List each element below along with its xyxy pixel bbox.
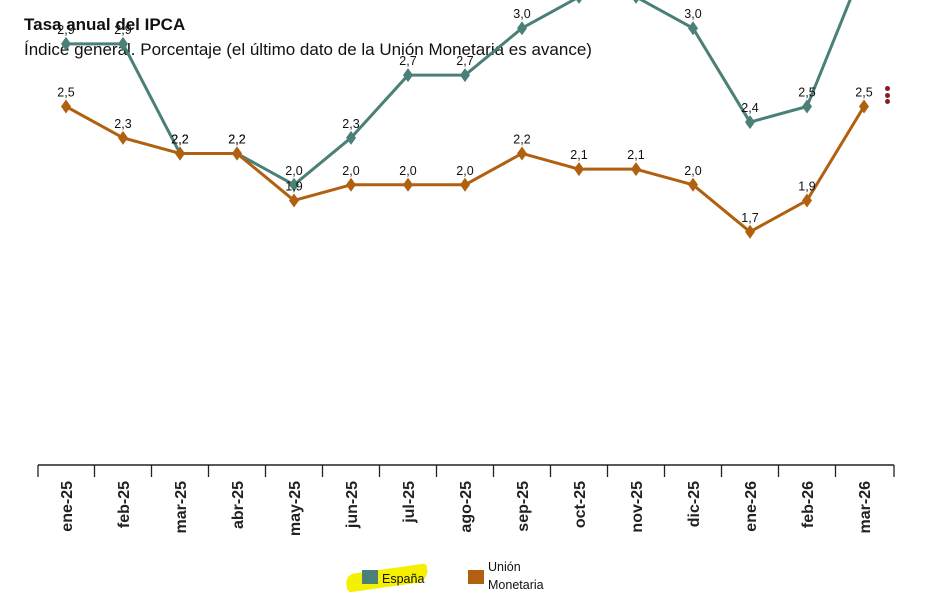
data-label: 2,5	[798, 86, 815, 100]
data-point[interactable]	[289, 177, 299, 192]
data-point[interactable]	[631, 162, 641, 177]
data-point[interactable]	[745, 115, 755, 130]
x-tick-label: nov-25	[629, 481, 646, 533]
data-label: 2,0	[342, 164, 359, 178]
series-points	[61, 0, 869, 239]
legend-label-line2: Monetaria	[488, 578, 544, 592]
data-point[interactable]	[859, 99, 869, 114]
data-point[interactable]	[61, 99, 71, 114]
series-lines	[65, 0, 866, 234]
data-label: 1,9	[798, 179, 815, 193]
legend-label-espana: España	[382, 572, 425, 586]
data-point[interactable]	[460, 68, 470, 83]
x-tick-label: jun-25	[344, 481, 361, 529]
x-tick-label: sep-25	[515, 481, 532, 532]
data-point[interactable]	[346, 177, 356, 192]
data-label: 2,5	[57, 86, 74, 100]
data-label: 3,0	[684, 7, 701, 21]
legend: España Unión Monetaria	[340, 558, 580, 598]
chart-title: Tasa anual del IPCA	[24, 15, 186, 34]
series-line	[66, 0, 852, 187]
line-chart: ene-25 feb-25 mar-25 abr-25 may-25 jun-25 jul-…	[37, 0, 895, 536]
data-label: 2,0	[456, 164, 473, 178]
data-point[interactable]	[118, 36, 128, 51]
data-point[interactable]	[232, 146, 242, 161]
data-point[interactable]	[574, 0, 584, 4]
data-label: 2,0	[285, 164, 302, 178]
data-label: 2,2	[228, 132, 245, 146]
data-label: 2,7	[456, 54, 473, 68]
data-point[interactable]	[460, 177, 470, 192]
x-tick-label: ago-25	[458, 481, 475, 533]
data-label: 2,1	[627, 148, 644, 162]
x-tick-label: mar-26	[857, 481, 874, 534]
data-label: 2,4	[741, 101, 758, 115]
x-tick-label: ene-26	[743, 481, 760, 532]
data-point[interactable]	[517, 146, 527, 161]
data-point[interactable]	[688, 21, 698, 36]
legend-swatch-espana	[362, 570, 378, 584]
data-point[interactable]	[175, 146, 185, 161]
x-tick-label: dic-25	[686, 481, 703, 527]
x-tick-label: may-25	[287, 481, 304, 536]
x-tick-label: jul-25	[401, 481, 418, 524]
legend-label-line1: Unión	[488, 560, 521, 574]
data-label: 1,9	[285, 179, 302, 193]
x-tick-label: oct-25	[572, 481, 589, 528]
more-vertical-icon[interactable]	[881, 86, 893, 108]
data-label: 2,0	[684, 164, 701, 178]
data-point[interactable]	[403, 177, 413, 192]
data-label: 2,7	[399, 54, 416, 68]
data-label: 2,3	[114, 117, 131, 131]
data-point[interactable]	[631, 0, 641, 4]
data-label: 2,2	[513, 132, 530, 146]
data-labels: 2,92,92,22,22,02,32,72,73,03,23,23,02,42…	[57, 7, 872, 225]
data-point[interactable]	[346, 130, 356, 145]
x-tick-label: ene-25	[59, 481, 76, 532]
chart-subtitle: Índice general. Porcentaje (el último da…	[24, 40, 592, 59]
data-label: 2,2	[228, 132, 245, 146]
x-tick-label: abr-25	[230, 481, 247, 529]
data-label: 2,5	[855, 86, 872, 100]
data-point[interactable]	[61, 36, 71, 51]
data-point[interactable]	[517, 21, 527, 36]
data-label: 2,1	[570, 148, 587, 162]
data-point[interactable]	[802, 193, 812, 208]
x-tick-label: feb-25	[116, 481, 133, 528]
data-point[interactable]	[802, 99, 812, 114]
x-axis: ene-25 feb-25 mar-25 abr-25 may-25 jun-25 jul-…	[37, 464, 895, 536]
x-tick-label: mar-25	[173, 481, 190, 534]
legend-label-union-monetaria: Unión Monetaria	[488, 558, 544, 594]
data-point[interactable]	[289, 193, 299, 208]
data-label: 1,7	[741, 211, 758, 225]
data-label: 2,3	[342, 117, 359, 131]
data-label: 2,2	[171, 132, 188, 146]
legend-swatch-union-monetaria	[468, 570, 484, 584]
data-point[interactable]	[745, 224, 755, 239]
data-label: 2,0	[399, 164, 416, 178]
data-point[interactable]	[574, 162, 584, 177]
data-label: 3,0	[513, 7, 530, 21]
data-point[interactable]	[118, 130, 128, 145]
legend-item-union-monetaria[interactable]: Unión Monetaria	[468, 558, 544, 594]
x-tick-label: feb-26	[800, 481, 817, 528]
data-label: 2,2	[171, 132, 188, 146]
data-point[interactable]	[403, 68, 413, 83]
data-label: 2,9	[114, 23, 131, 37]
data-label: 2,9	[57, 23, 74, 37]
legend-item-espana[interactable]: España	[362, 570, 424, 588]
data-point[interactable]	[688, 177, 698, 192]
